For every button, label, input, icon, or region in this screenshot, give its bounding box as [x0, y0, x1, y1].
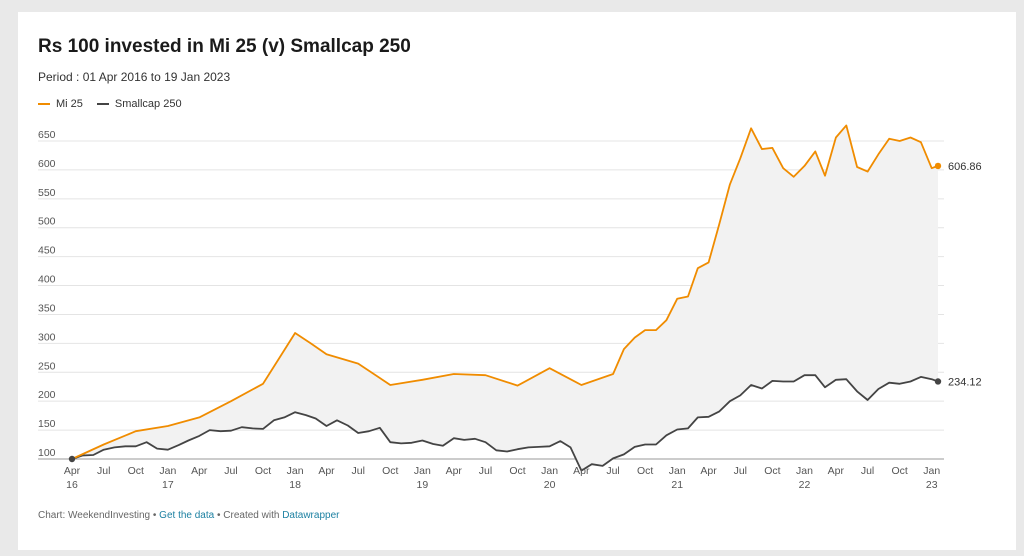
y-tick-label-150: 150: [38, 418, 56, 430]
x-tick-label-22: Oct: [764, 465, 780, 477]
x-tick-year-7: 18: [289, 479, 301, 491]
x-tick-label-17: Jul: [606, 465, 619, 477]
line-chart: 100 150 200 250 300 350 400 450 500 550 600 650 Apr…: [38, 124, 982, 491]
x-tick-label-1: Jul: [97, 465, 110, 477]
series-lines: [71, 124, 939, 472]
x-tick-label-12: Apr: [446, 465, 463, 477]
y-tick-label-500: 500: [38, 216, 56, 228]
area-fill: [72, 125, 938, 471]
legend-label-mi25: Mi 25: [56, 98, 83, 110]
x-tick-label-20: Apr: [700, 465, 717, 477]
x-tick-label-10: Oct: [382, 465, 398, 477]
end-point-mi25: [934, 162, 942, 170]
y-tick-label-450: 450: [38, 245, 56, 257]
x-tick-label-27: Jan: [923, 465, 940, 477]
x-tick-year-0: 16: [66, 479, 78, 491]
legend-label-smallcap: Smallcap 250: [114, 98, 182, 110]
series-line-mi25: [71, 124, 939, 460]
x-tick-label-3: Jan: [159, 465, 176, 477]
datawrapper-link[interactable]: Datawrapper: [282, 510, 340, 521]
x-tick-label-0: Apr: [64, 465, 81, 477]
area-between-series: [72, 125, 938, 471]
x-tick-label-9: Jul: [352, 465, 365, 477]
x-tick-label-13: Jul: [479, 465, 492, 477]
y-tick-label-250: 250: [38, 360, 56, 372]
get-data-link[interactable]: Get the data: [159, 510, 215, 521]
y-tick-label-600: 600: [38, 158, 56, 170]
x-tick-label-11: Jan: [414, 465, 431, 477]
x-tick-label-6: Oct: [255, 465, 271, 477]
chart-card: Rs 100 invested in Mi 25 (v) Smallcap 25…: [18, 12, 1016, 550]
end-point-smallcap250: [934, 378, 942, 385]
x-tick-label-5: Jul: [224, 465, 237, 477]
x-tick-label-18: Oct: [637, 465, 653, 477]
y-tick-label-350: 350: [38, 302, 56, 314]
end-value-label-mi25: 606.86: [948, 161, 982, 173]
y-tick-label-400: 400: [38, 274, 56, 286]
legend-swatch-smallcap: [96, 103, 109, 105]
x-tick-label-8: Apr: [318, 465, 335, 477]
x-tick-label-19: Jan: [669, 465, 686, 477]
x-tick-label-4: Apr: [191, 465, 208, 477]
footer-credit: Chart: WeekendInvesting •: [38, 510, 160, 521]
x-tick-label-7: Jan: [287, 465, 304, 477]
x-tick-label-26: Oct: [891, 465, 907, 477]
y-tick-label-100: 100: [38, 447, 56, 459]
legend-item-smallcap: Smallcap 250: [96, 98, 182, 110]
x-tick-year-23: 22: [799, 479, 811, 491]
x-tick-year-19: 21: [671, 479, 683, 491]
x-tick-label-2: Oct: [128, 465, 144, 477]
y-tick-label-550: 550: [38, 187, 56, 199]
series-line-smallcap250: [71, 374, 939, 472]
y-axis-tick-labels: 100 150 200 250 300 350 400 450 500 550 600 650: [38, 129, 56, 459]
x-tick-label-24: Apr: [828, 465, 845, 477]
y-tick-label-650: 650: [38, 129, 56, 141]
chart-subtitle: Period : 01 Apr 2016 to 19 Jan 2023: [38, 70, 231, 84]
footer-created: • Created with: [214, 510, 283, 521]
end-markers: 234.12 606.86: [68, 161, 982, 463]
x-tick-label-15: Jan: [541, 465, 558, 477]
x-axis-tick-labels: Apr 16 Jul Oct Jan 17 Apr Jul Oct Jan 18 Apr Jul Oct J…: [64, 465, 941, 491]
start-point: [68, 455, 76, 463]
x-tick-label-25: Jul: [861, 465, 874, 477]
x-tick-label-14: Oct: [509, 465, 525, 477]
x-tick-year-15: 20: [544, 479, 556, 491]
y-tick-label-300: 300: [38, 331, 56, 343]
legend-item-mi25: Mi 25: [38, 98, 83, 110]
x-tick-label-16: Apr: [573, 465, 590, 477]
x-tick-label-23: Jan: [796, 465, 813, 477]
chart-title: Rs 100 invested in Mi 25 (v) Smallcap 25…: [38, 36, 411, 57]
x-tick-year-3: 17: [162, 479, 174, 491]
x-tick-year-11: 19: [417, 479, 429, 491]
x-tick-label-21: Jul: [734, 465, 747, 477]
end-value-label-smallcap250: 234.12: [948, 376, 982, 388]
legend: Mi 25 Smallcap 250: [38, 98, 182, 110]
legend-swatch-mi25: [38, 103, 50, 105]
chart-footer: Chart: WeekendInvesting • Get the data •…: [38, 510, 339, 521]
y-tick-label-200: 200: [38, 389, 56, 401]
x-tick-year-27: 23: [926, 479, 938, 491]
